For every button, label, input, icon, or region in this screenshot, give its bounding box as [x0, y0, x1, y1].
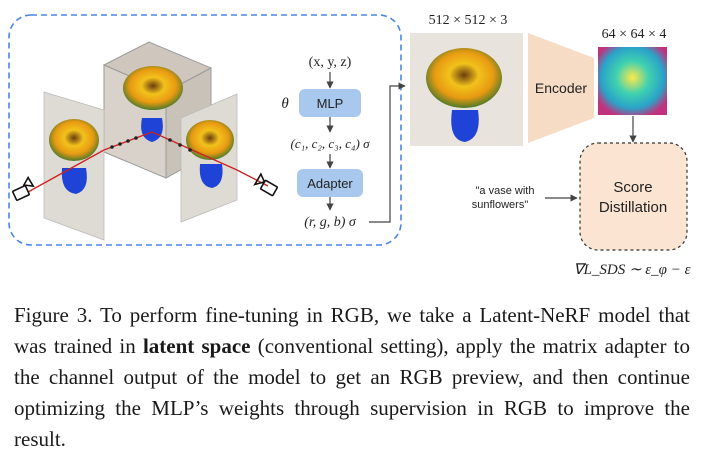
adapter-box [297, 169, 363, 197]
encoder-shape [528, 33, 594, 143]
adapter-label: Adapter [307, 176, 353, 191]
rgb-output-label: (r, g, b) σ [304, 215, 357, 230]
right-camera-icon [253, 172, 278, 197]
ray-sample-points [110, 136, 192, 152]
figure-caption: Figure 3. To perform fine-tuning in RGB,… [14, 300, 690, 455]
score-label-line2: Distillation [599, 199, 667, 216]
method-diagram: (x, y, z) θ MLP (c₁, c₂, c₃, c₄) σ Adapt… [8, 13, 691, 278]
loss-label: ∇L_SDS ∼ ε_φ − ε [573, 262, 690, 278]
latent-image [598, 47, 667, 115]
latent-size-label: 64 × 64 × 4 [602, 27, 667, 42]
nerf-group-border [8, 14, 402, 246]
caption-bold: latent space [142, 334, 251, 358]
caption-suffix: (conventional setting), apply the matrix… [14, 334, 691, 451]
image-size-label: 512 × 512 × 3 [429, 13, 508, 28]
left-camera-icon [12, 175, 35, 201]
xyz-input-label: (x, y, z) [309, 55, 352, 70]
mlp-label: MLP [317, 96, 344, 111]
encoder-label: Encoder [535, 80, 587, 96]
latent-output-label: (c₁, c₂, c₃, c₄) σ [291, 136, 371, 151]
mlp-box [299, 89, 361, 117]
cube-sunflower [123, 66, 183, 110]
rgb-to-image-connector [369, 82, 406, 223]
prompt-line2: sunflowers" [472, 199, 529, 211]
theta-label: θ [281, 96, 289, 112]
score-distillation-box [579, 142, 688, 251]
prompt-line1: "a vase with [476, 185, 535, 197]
score-label-line1: Score [613, 179, 652, 196]
caption-prefix: Figure 3. To perform fine-tuning in RGB,… [14, 303, 690, 358]
